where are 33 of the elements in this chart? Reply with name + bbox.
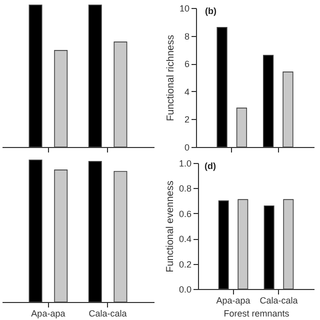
y-tick-label: 1.0 (178, 158, 192, 168)
y-axis-title: Functional richness (165, 34, 176, 122)
y-tick-label: 0.6 (178, 208, 192, 219)
x-tick-label: Apa-apa (216, 296, 250, 306)
y-tick-label: 0.2 (178, 259, 192, 270)
chart-title: (b) (204, 6, 216, 16)
y-tick-label: 0.4 (178, 234, 192, 244)
bar (216, 27, 228, 148)
bar (88, 161, 102, 302)
chart-title: (d) (204, 161, 216, 171)
x-tick-label: Apa-apa (31, 308, 66, 318)
x-axis-title: Forest remnants (224, 308, 290, 318)
bar (218, 200, 229, 290)
y-tick-label: 2 (184, 114, 190, 125)
x-tick-label: Cala-cala (88, 308, 127, 318)
y-tick-label: 10 (179, 4, 190, 14)
bar (114, 170, 128, 302)
bar (264, 205, 274, 290)
y-tick-label: 4 (184, 86, 190, 97)
y-tick-label: 8 (184, 31, 190, 42)
bar (262, 54, 274, 148)
bar (238, 199, 248, 290)
x-tick-label: Cala-cala (260, 296, 298, 306)
bar (236, 108, 248, 148)
bar (282, 72, 294, 148)
y-tick-label: 0.0 (178, 284, 192, 294)
y-tick-label: 0.8 (178, 184, 192, 194)
bar (283, 199, 294, 290)
y-tick-label: 0 (184, 142, 190, 152)
y-axis-title: Functional evenness (164, 180, 176, 272)
y-tick-label: 6 (184, 59, 190, 70)
bar (54, 170, 68, 302)
bar (28, 160, 42, 302)
